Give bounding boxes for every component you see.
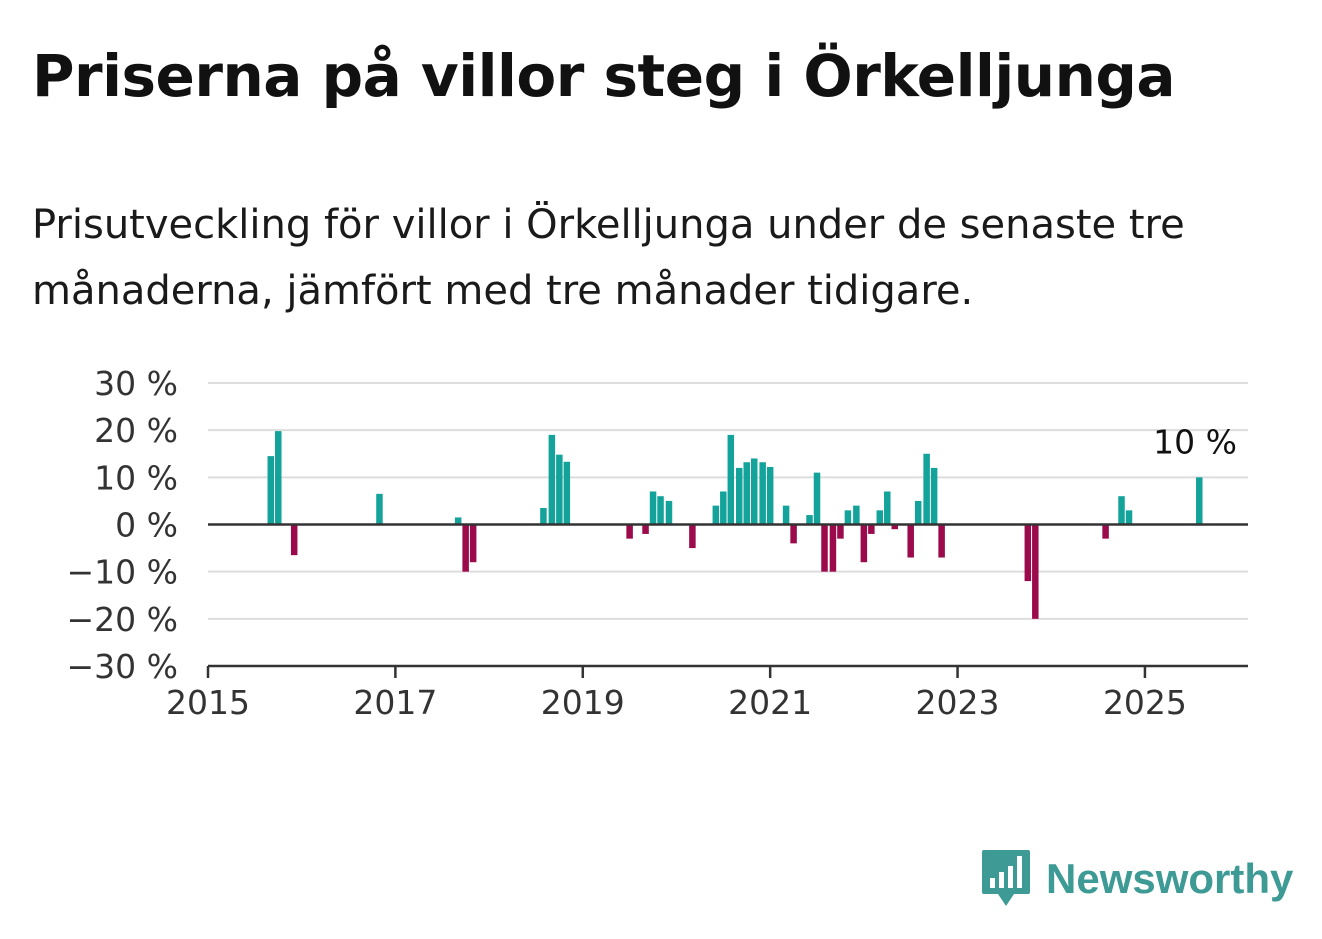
- bar: [813, 472, 821, 525]
- bar: [376, 493, 383, 525]
- y-tick-label: −20 %: [67, 600, 179, 639]
- x-tick-label: 2021: [728, 683, 812, 722]
- brand-name: Newsworthy: [1046, 855, 1294, 902]
- bar: [649, 491, 657, 525]
- bar: [720, 491, 727, 525]
- bar: [735, 467, 743, 525]
- bar: [750, 458, 758, 525]
- bar: [759, 462, 766, 525]
- x-tick-label: 2015: [166, 683, 250, 722]
- bar: [540, 507, 547, 525]
- bar: [462, 524, 469, 572]
- latest-value-annotation: 10 %: [1153, 422, 1237, 461]
- bar: [876, 510, 884, 525]
- y-tick-label: 0 %: [115, 506, 178, 545]
- bar: [469, 524, 477, 563]
- bar: [829, 524, 837, 572]
- bar: [743, 462, 750, 525]
- x-tick-label: 2025: [1103, 683, 1187, 722]
- bar: [884, 491, 891, 525]
- bar: [868, 524, 875, 534]
- bar: [275, 431, 282, 525]
- y-tick-label: 20 %: [94, 411, 178, 450]
- bar: [267, 456, 275, 525]
- bar: [642, 524, 649, 534]
- bar: [689, 524, 696, 549]
- x-tick-label: 2017: [353, 683, 437, 722]
- bar: [454, 517, 462, 525]
- bar: [657, 496, 664, 525]
- chart-subtitle: Prisutveckling för villor i Örkelljunga …: [32, 202, 1185, 314]
- bar: [1032, 524, 1039, 619]
- bar: [790, 524, 797, 544]
- bar-chart-speech-bubble-icon: [982, 850, 1030, 906]
- y-tick-label: 30 %: [94, 364, 178, 403]
- axes: [206, 523, 1248, 678]
- gridlines: [208, 382, 1248, 620]
- newsworthy-logo: Newsworthy: [980, 848, 1293, 910]
- bar: [626, 524, 633, 539]
- bar: [665, 500, 673, 525]
- bar: [1125, 510, 1133, 525]
- bar: [548, 434, 556, 525]
- bar: [938, 524, 945, 558]
- bar: [844, 510, 852, 525]
- bar: [914, 500, 922, 525]
- bar: [821, 524, 828, 572]
- y-tick-label: −30 %: [67, 647, 179, 686]
- x-tick-label: 2019: [541, 683, 625, 722]
- y-tick-label: −10 %: [67, 553, 179, 592]
- bar: [806, 515, 813, 525]
- bar: [556, 454, 563, 525]
- bar: [930, 467, 938, 525]
- y-tick-label: 10 %: [94, 458, 178, 497]
- bar: [837, 524, 844, 539]
- bar: [853, 505, 860, 525]
- bar: [782, 505, 790, 525]
- bar: [1118, 496, 1125, 525]
- tick-labels: 30 % 20 % 10 % 0 % −10 % −20 % −30 %2015 2017 20…: [67, 364, 1238, 722]
- bar: [923, 453, 930, 525]
- bar: [907, 524, 914, 558]
- bar-series: [267, 431, 1203, 619]
- bar: [860, 524, 868, 563]
- bar: [1024, 524, 1032, 582]
- bar: [727, 434, 735, 525]
- bar: [766, 466, 774, 525]
- bar: [563, 461, 571, 525]
- bar: [712, 505, 720, 525]
- bar: [1196, 477, 1203, 525]
- bar: [290, 524, 298, 556]
- bar: [891, 524, 899, 530]
- x-tick-label: 2023: [916, 683, 1000, 722]
- chart-title: Priserna på villor steg i Örkelljunga: [32, 42, 1176, 110]
- bar: [1102, 524, 1109, 539]
